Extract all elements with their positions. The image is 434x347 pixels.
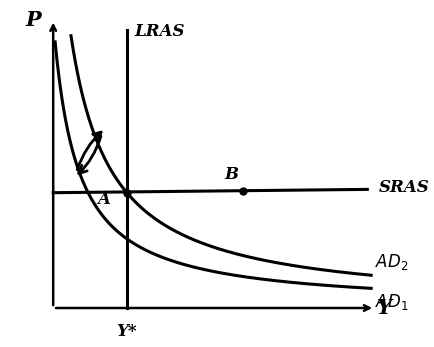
- Text: $AD_2$: $AD_2$: [375, 252, 408, 272]
- Text: Y: Y: [377, 298, 392, 318]
- Text: P: P: [26, 10, 42, 30]
- Text: $AD_1$: $AD_1$: [375, 292, 408, 312]
- Text: A: A: [97, 191, 110, 208]
- Text: Y*: Y*: [117, 323, 137, 340]
- Text: B: B: [224, 166, 239, 183]
- Text: SRAS: SRAS: [379, 179, 430, 196]
- Text: LRAS: LRAS: [135, 23, 185, 40]
